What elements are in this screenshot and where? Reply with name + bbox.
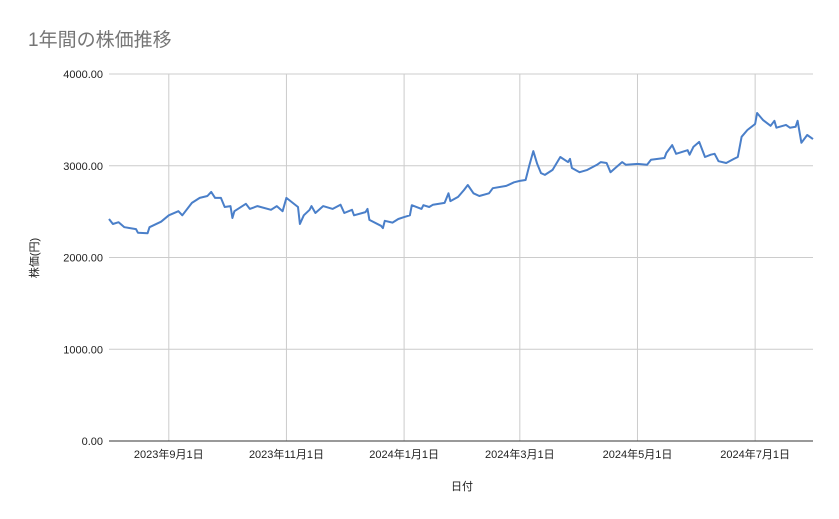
x-axis-ticks: 2023年9月1日 2023年11月1日 2024年1月1日 2024年3月1日 202… [134, 447, 790, 461]
y-tick-label: 0.00 [82, 436, 103, 448]
x-tick-label: 2023年11月1日 [249, 447, 324, 461]
x-tick-label: 2024年7月1日 [720, 447, 790, 461]
x-tick-label: 2024年3月1日 [485, 447, 555, 461]
x-tick-label: 2024年5月1日 [603, 447, 673, 461]
y-tick-label: 1000.00 [63, 344, 103, 356]
y-tick-label: 3000.00 [63, 161, 103, 173]
y-axis-ticks: 0.00 1000.00 2000.00 3000.00 4000.00 [63, 69, 103, 448]
y-tick-label: 2000.00 [63, 253, 103, 265]
x-axis-label: 日付 [451, 480, 473, 493]
series-line [108, 112, 814, 235]
x-tick-label: 2024年1月1日 [369, 447, 439, 461]
chart-title: 1年間の株価推移 [28, 29, 172, 51]
y-tick-label: 4000.00 [63, 69, 103, 81]
gridlines [109, 73, 813, 441]
x-tick-label: 2023年9月1日 [134, 447, 204, 461]
y-axis-label: 株価(円) [27, 238, 41, 278]
